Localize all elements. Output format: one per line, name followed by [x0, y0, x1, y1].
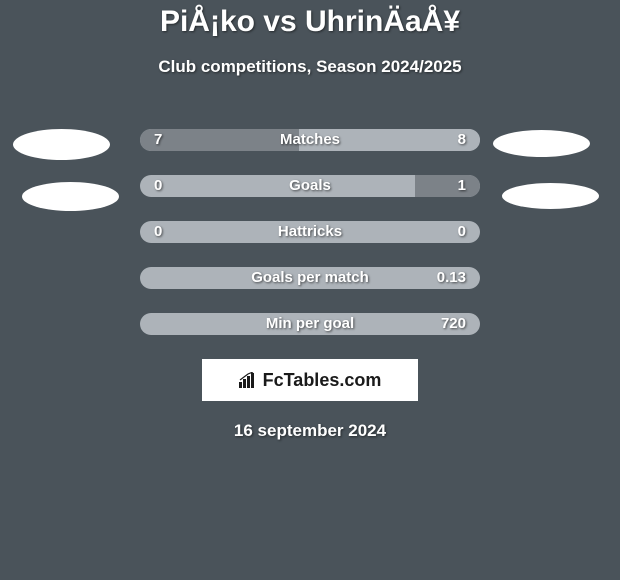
- stat-row: Goals per match0.13: [140, 267, 480, 289]
- logo-box: FcTables.com: [202, 359, 418, 401]
- stat-value-left: 0: [154, 177, 162, 194]
- logo-inner: FcTables.com: [239, 370, 382, 391]
- stat-label: Goals per match: [140, 269, 480, 286]
- stat-row: Goals0 1: [140, 175, 480, 197]
- main-container: PiÅ¡ko vs UhrinÄaÅ¥ Club competitions, S…: [0, 0, 620, 441]
- stat-label: Hattricks: [140, 223, 480, 240]
- stat-label: Min per goal: [140, 315, 480, 332]
- stat-row: Matches7 8: [140, 129, 480, 151]
- decorative-ellipse-3: [22, 182, 119, 211]
- page-subtitle: Club competitions, Season 2024/2025: [0, 57, 620, 77]
- page-title: PiÅ¡ko vs UhrinÄaÅ¥: [0, 5, 620, 39]
- stat-value-right: 1: [458, 177, 466, 194]
- stat-value-right: 720: [441, 315, 466, 332]
- stat-row: Min per goal720: [140, 313, 480, 335]
- decorative-ellipse-2: [493, 130, 590, 157]
- stat-value-right: 0: [458, 223, 466, 240]
- decorative-ellipse-1: [13, 129, 110, 160]
- decorative-ellipse-4: [502, 183, 599, 209]
- stat-row: Hattricks0 0: [140, 221, 480, 243]
- footer-date: 16 september 2024: [0, 421, 620, 441]
- stat-value-left: 0: [154, 223, 162, 240]
- stat-label: Matches: [140, 131, 480, 148]
- logo-text: FcTables.com: [263, 370, 382, 391]
- chart-icon: [239, 372, 259, 388]
- stat-value-right: 0.13: [437, 269, 466, 286]
- stat-value-left: 7: [154, 131, 162, 148]
- stats-area: Matches78Goals01Hattricks00Goals per mat…: [0, 129, 620, 335]
- stat-label: Goals: [140, 177, 480, 194]
- stat-value-right: 8: [458, 131, 466, 148]
- stat-rows: Matches78Goals01Hattricks00Goals per mat…: [0, 129, 620, 335]
